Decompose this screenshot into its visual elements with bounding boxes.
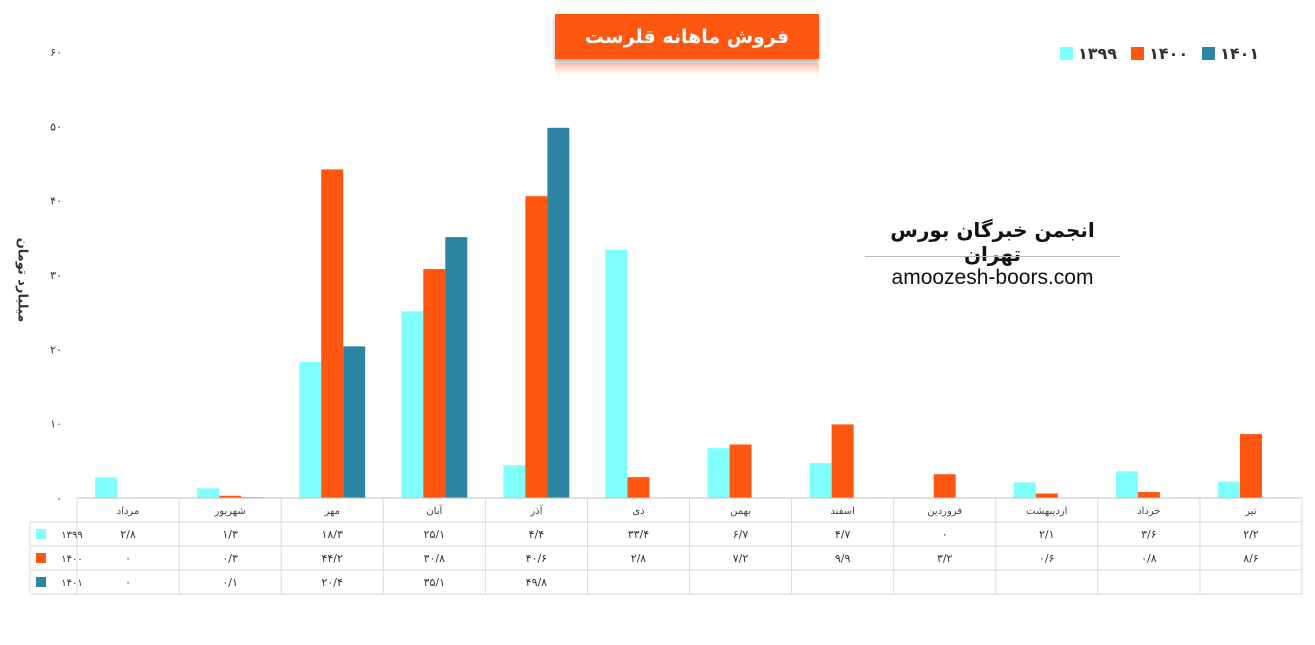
y-tick-label: ۱۰	[50, 418, 62, 431]
watermark-title: انجمن خبرگان بورس تهران	[890, 218, 1095, 266]
bar-series1-7	[831, 424, 854, 498]
legend: ۱۳۹۹ ۱۴۰۰ ۱۴۰۱	[1060, 42, 1259, 64]
bar-series1-5	[627, 477, 650, 498]
x-tick-label: شهریور	[213, 506, 245, 517]
data-label: ۳۰/۸	[424, 552, 446, 565]
bar-series2-4	[547, 127, 570, 498]
data-label: ۳۳/۴	[628, 528, 650, 541]
bar-series0-11	[1217, 481, 1240, 498]
x-tick-label: مرداد	[117, 506, 140, 517]
table-legend-swatch	[36, 553, 46, 563]
legend-label-1400: ۱۴۰۰	[1149, 43, 1189, 63]
bar-series2-3	[445, 237, 468, 498]
legend-label-1401: ۱۴۰۱	[1220, 43, 1260, 63]
data-label: ۲/۱	[1039, 528, 1055, 541]
legend-item-1399: ۱۳۹۹	[1060, 44, 1117, 63]
data-label: ۴۴/۲	[321, 552, 343, 565]
x-tick-label: آبان	[426, 504, 443, 517]
bar-series0-3	[401, 311, 424, 498]
data-label: ۳/۲	[937, 552, 953, 565]
bar-series1-3	[423, 269, 446, 498]
data-label: ۴/۴	[529, 528, 545, 541]
bar-series2-2	[343, 346, 366, 498]
legend-swatch-1399	[1060, 46, 1073, 60]
bar-series0-7	[809, 463, 832, 498]
data-label: ۳/۶	[1141, 528, 1157, 541]
data-label: ۷/۲	[733, 552, 749, 565]
bar-series0-0	[95, 477, 118, 498]
data-label: ۲/۸	[120, 528, 136, 541]
watermark-url: amoozesh-boors.com	[891, 266, 1094, 289]
data-label: ۱/۳	[222, 528, 238, 541]
data-label: ۳۵/۱	[424, 576, 445, 589]
x-tick-label: بهمن	[730, 506, 751, 517]
chart-title: فروش ماهانه قلرست	[555, 14, 819, 59]
table-legend-swatch	[36, 577, 46, 587]
legend-label-1399: ۱۳۹۹	[1078, 43, 1118, 63]
x-tick-label: اردیبهشت	[1026, 506, 1067, 517]
data-label: ۰/۳	[222, 552, 238, 565]
y-tick-label: ۰	[56, 492, 62, 505]
bar-series1-6	[729, 444, 752, 498]
bar-series1-8	[933, 474, 956, 498]
x-tick-label: دی	[632, 506, 644, 517]
y-tick-label: ۳۰	[50, 269, 62, 282]
legend-swatch-1401	[1202, 46, 1216, 60]
bar-series0-9	[1013, 482, 1036, 498]
data-label: ۶/۷	[733, 528, 749, 541]
table-series-name: ۱۳۹۹	[61, 530, 82, 541]
x-tick-label: فروردین	[927, 506, 962, 517]
y-tick-label: ۴۰	[50, 195, 62, 208]
title-reflection	[555, 63, 819, 75]
data-label: ۲/۸	[631, 552, 647, 565]
watermark-divider	[865, 256, 1120, 257]
data-label: ۱۸/۳	[321, 528, 343, 541]
x-tick-label: آذر	[529, 504, 543, 517]
x-tick-label: تیر	[1244, 506, 1257, 517]
bar-series0-4	[503, 465, 526, 498]
data-label: ۰	[942, 528, 948, 541]
data-label: ۹/۹	[835, 552, 851, 565]
y-tick-label: ۲۰	[50, 343, 62, 356]
bar-series0-6	[707, 448, 730, 498]
y-axis-label: میلیارد تومان	[14, 237, 30, 323]
x-tick-label: خرداد	[1137, 506, 1160, 517]
data-label: ۴۹/۸	[526, 576, 548, 589]
y-tick-label: ۵۰	[50, 120, 62, 133]
bar-series1-9	[1035, 493, 1058, 498]
bar-series1-1	[219, 495, 242, 498]
legend-item-1400: ۱۴۰۰	[1131, 44, 1188, 63]
bar-series1-11	[1239, 434, 1262, 498]
x-tick-label: اسفند	[830, 506, 854, 517]
bar-series0-10	[1115, 471, 1138, 498]
data-label: ۰	[125, 552, 131, 565]
table-series-name: ۱۴۰۱	[61, 578, 82, 589]
bar-series0-2	[299, 361, 322, 498]
table-series-name: ۱۴۰۰	[61, 554, 82, 565]
data-label: ۲۵/۱	[424, 528, 445, 541]
data-label: ۰/۶	[1039, 552, 1055, 565]
x-tick-label: مهر	[323, 506, 339, 517]
data-label: ۲/۲	[1243, 528, 1259, 541]
data-label: ۴/۷	[835, 528, 851, 541]
bar-series1-2	[321, 169, 344, 499]
y-tick-label: ۶۰	[50, 46, 62, 59]
data-label: ۰	[125, 576, 131, 589]
bar-series0-1	[197, 488, 220, 498]
data-label: ۲۰/۴	[321, 576, 343, 589]
bar-series0-5	[605, 249, 628, 498]
data-label: ۴۰/۶	[526, 552, 547, 565]
data-label: ۰/۱	[222, 576, 238, 589]
legend-swatch-1400	[1131, 46, 1145, 60]
data-label: ۰/۸	[1141, 552, 1157, 565]
table-legend-swatch	[36, 529, 46, 539]
data-label: ۸/۶	[1243, 552, 1259, 565]
bar-series1-4	[525, 196, 548, 498]
bar-series1-10	[1137, 492, 1160, 498]
legend-item-1401: ۱۴۰۱	[1202, 44, 1259, 63]
